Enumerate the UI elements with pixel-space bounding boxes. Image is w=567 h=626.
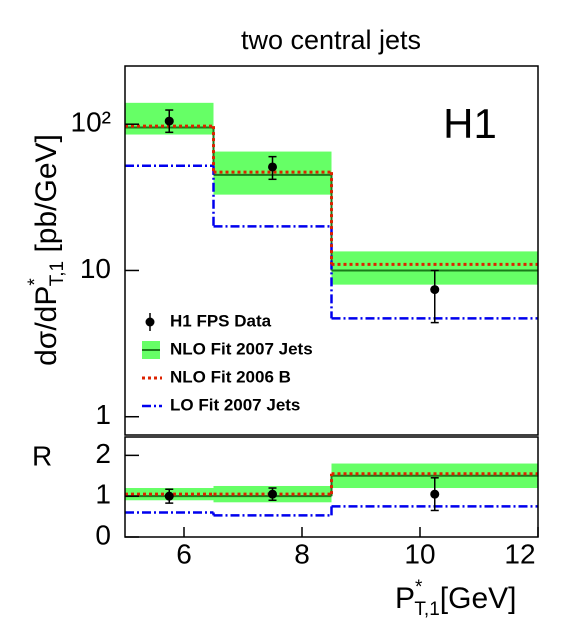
- x-tick-label: 8: [294, 538, 310, 569]
- x-tick-label: 6: [176, 538, 192, 569]
- legend-label: NLO Fit 2006 B: [170, 367, 291, 386]
- y-tick-label: 1: [95, 479, 111, 510]
- data-point: [268, 162, 277, 172]
- data-point: [164, 116, 174, 126]
- y-tick-label: 2: [95, 438, 111, 469]
- y-tick-label: 1: [95, 399, 111, 430]
- x-tick-label: 10: [404, 538, 435, 569]
- legend-label: NLO Fit 2007 Jets: [170, 339, 313, 358]
- frame: [124, 65, 539, 436]
- y-label-main: dσ/dP: [30, 286, 63, 366]
- y-tick-label: 10: [80, 253, 111, 284]
- x-label-sub: T,1: [414, 599, 439, 620]
- annotation: H1: [443, 100, 497, 147]
- data-point: [430, 285, 440, 295]
- frame: [124, 436, 539, 538]
- chart-title: two central jets: [241, 25, 421, 55]
- data-point: [430, 489, 440, 499]
- x-label-unit: [GeV]: [440, 582, 517, 615]
- y-label-sup: *: [25, 278, 46, 286]
- y-axis-label: R: [32, 440, 52, 471]
- legend-label: LO Fit 2007 Jets: [170, 395, 300, 414]
- y-label-unit: [pb/GeV]: [30, 134, 63, 261]
- x-label-main: P: [395, 582, 415, 615]
- y-axis-label: dσ/dP*T,1 [pb/GeV]: [25, 134, 68, 366]
- y-label-sub: T,1: [47, 261, 68, 286]
- data-point: [164, 491, 174, 501]
- y-tick-label: 10²: [71, 107, 111, 138]
- x-tick-label: 12: [504, 538, 535, 569]
- x-axis-label: P* T,1[GeV]: [395, 577, 516, 620]
- y-tick-label: 0: [95, 519, 111, 550]
- legend-label: H1 FPS Data: [170, 311, 272, 330]
- legend-marker: [145, 317, 155, 327]
- data-point: [268, 489, 277, 499]
- x-label-sup: *: [415, 577, 423, 598]
